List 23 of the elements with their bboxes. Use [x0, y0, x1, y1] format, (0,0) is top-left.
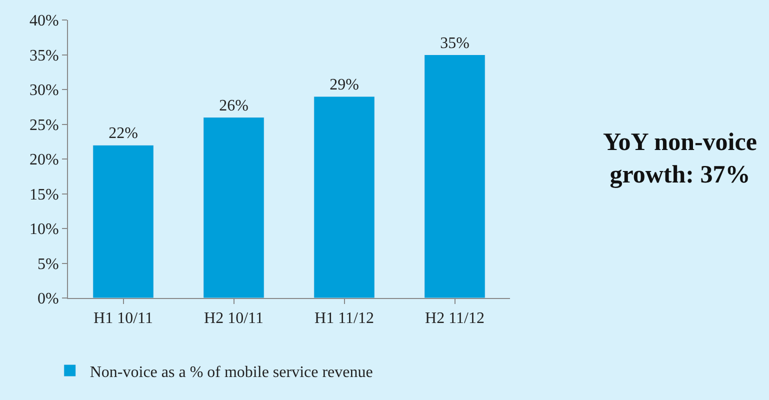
y-tick-label: 0%	[37, 290, 59, 308]
y-tick-label: 30%	[29, 82, 59, 100]
data-label: 29%	[330, 76, 359, 94]
bar	[314, 96, 375, 298]
bar	[424, 54, 486, 298]
x-tick-label: H1 11/12	[314, 310, 374, 328]
x-tick-label: H2 10/11	[204, 310, 264, 328]
data-label: 35%	[440, 34, 470, 52]
data-label: 22%	[108, 125, 138, 142]
y-tick-label: 10%	[29, 221, 59, 238]
x-tick-label: H2 11/12	[425, 310, 484, 328]
legend-label: Non-voice as a % of mobile service revenue	[90, 364, 373, 381]
y-tick-label: 5%	[37, 256, 59, 273]
y-tick-label: 20%	[29, 152, 59, 169]
text: YoY non-voice growth: 37%	[603, 129, 757, 188]
bar	[92, 144, 154, 298]
x-tick-label: H1 10/11	[94, 310, 153, 328]
data-label: 26%	[219, 97, 248, 114]
y-tick-label: 15%	[29, 186, 59, 204]
y-tick-label: 25%	[29, 116, 59, 134]
bar	[203, 117, 264, 298]
y-tick-label: 40%	[29, 12, 59, 30]
y-tick-label: 35%	[29, 47, 59, 64]
